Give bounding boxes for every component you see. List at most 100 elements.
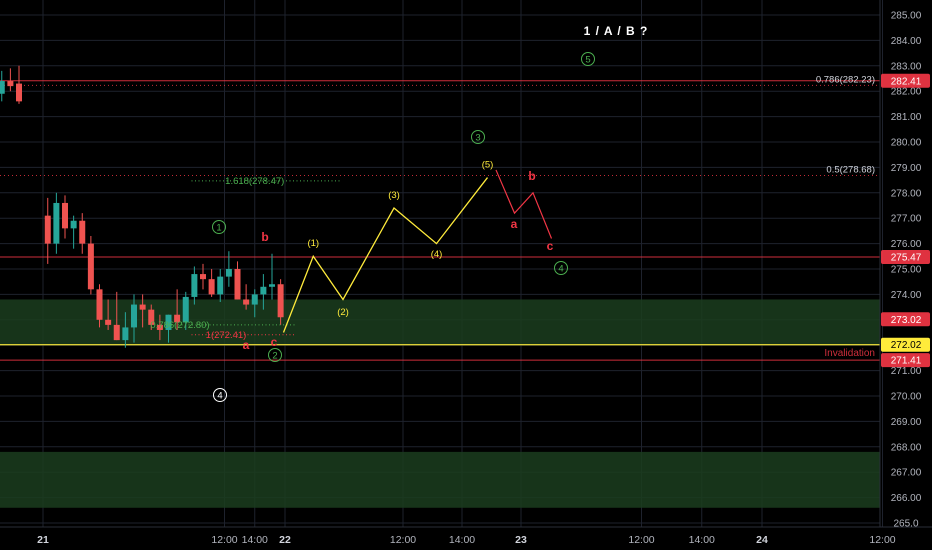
wave-count-label: 2 xyxy=(272,351,277,362)
y-tick-label: 265.0 xyxy=(893,519,918,530)
fib-level-label: 0.786(282.23) xyxy=(816,74,875,85)
wave-count-circle xyxy=(471,130,485,144)
wave-count-marker: 5 xyxy=(581,52,595,66)
invalidation-label: Invalidation xyxy=(824,348,875,359)
correction-path xyxy=(495,169,553,239)
candle-body xyxy=(148,309,155,325)
candle xyxy=(105,299,112,330)
wave-count-label: 4 xyxy=(558,264,563,275)
wave-count-marker: 3 xyxy=(471,130,485,144)
projection-wave-label: (4) xyxy=(431,249,443,260)
candle xyxy=(7,68,14,92)
candle-body xyxy=(225,269,232,277)
price-tag: 273.02 xyxy=(881,312,930,327)
y-tick-label: 277.00 xyxy=(891,214,922,225)
candle xyxy=(191,266,198,305)
candle xyxy=(200,263,206,290)
candle-body xyxy=(243,299,250,305)
y-tick-label: 267.00 xyxy=(891,468,922,479)
fib-level-label: 0.5(278.68) xyxy=(826,165,875,176)
x-tick-label: 12:00 xyxy=(211,534,237,546)
projection-path xyxy=(282,177,489,333)
candle-body xyxy=(208,279,215,295)
candle xyxy=(269,253,275,300)
chart-title: 1 / A / B ? xyxy=(584,24,649,38)
candle xyxy=(96,284,103,328)
price-tag-bg xyxy=(881,250,930,265)
candle-body xyxy=(96,289,103,320)
price-tag: 275.47 xyxy=(881,250,930,265)
candle-body xyxy=(217,276,224,295)
x-tick-label: 24 xyxy=(756,534,768,546)
projection-wave-label: (5) xyxy=(482,159,494,170)
wave-count-circle xyxy=(212,220,226,234)
candle-body xyxy=(182,296,189,323)
candle xyxy=(225,251,232,287)
wave-count-marker: 4 xyxy=(213,388,227,402)
candle xyxy=(79,213,86,254)
grid xyxy=(0,0,883,527)
wave-count-label: 4 xyxy=(217,391,222,402)
support-zone xyxy=(0,299,880,346)
candle-body xyxy=(200,274,206,280)
candle xyxy=(131,294,137,343)
candle-body xyxy=(234,269,241,300)
wave-count-label: 1 xyxy=(216,223,221,234)
candle xyxy=(139,294,146,328)
wave-count-label: 3 xyxy=(475,133,480,144)
price-tag: 282.41 xyxy=(881,73,930,88)
price-tag-label: 282.41 xyxy=(891,76,922,87)
candle xyxy=(87,235,94,295)
candle-body xyxy=(87,243,94,290)
support-zone xyxy=(0,451,880,508)
candle xyxy=(251,289,258,318)
candle-body xyxy=(70,220,77,229)
y-tick-label: 285.00 xyxy=(891,11,922,22)
candle xyxy=(44,197,51,264)
projection-wave-label: (1) xyxy=(307,238,319,249)
abc-label: a xyxy=(511,217,518,231)
candle-body xyxy=(122,327,129,341)
support-zones xyxy=(0,299,880,508)
candle-body xyxy=(16,83,22,102)
wave-count-marker: 2 xyxy=(268,348,282,362)
x-tick-label: 22 xyxy=(279,534,291,546)
price-tag-label: 271.41 xyxy=(891,356,922,367)
candle-body xyxy=(277,284,284,318)
candle-body xyxy=(0,81,5,94)
y-tick-label: 271.00 xyxy=(891,366,922,377)
candle xyxy=(243,284,250,310)
x-tick-label: 23 xyxy=(515,534,527,546)
price-tag-label: 273.02 xyxy=(891,315,922,326)
candle-body xyxy=(174,314,181,323)
wave-count-label: 5 xyxy=(585,55,590,66)
fib-label: 1(272.41) xyxy=(206,330,247,341)
price-tag-bg xyxy=(881,353,930,368)
candle xyxy=(16,65,22,104)
y-tick-label: 266.00 xyxy=(891,493,922,504)
y-tick-label: 278.00 xyxy=(891,188,922,199)
candle xyxy=(53,192,60,254)
abc-label: a xyxy=(243,338,250,352)
candle-body xyxy=(156,324,163,330)
price-tag-label: 275.47 xyxy=(891,253,922,264)
y-tick-label: 268.00 xyxy=(891,442,922,453)
candle-body xyxy=(269,284,275,287)
candle-body xyxy=(53,202,60,244)
candle xyxy=(0,70,5,102)
candle xyxy=(62,195,68,239)
y-tick-label: 274.00 xyxy=(891,290,922,301)
fib-label: 0.786(272.80) xyxy=(150,320,209,331)
candles xyxy=(0,65,284,348)
candle-body xyxy=(131,304,137,328)
candle xyxy=(148,304,155,330)
candle xyxy=(174,289,181,330)
x-tick-label: 14:00 xyxy=(242,534,268,546)
candle-body xyxy=(191,274,198,297)
projection-wave-label: (2) xyxy=(337,307,349,318)
y-tick-label: 275.00 xyxy=(891,265,922,276)
candle xyxy=(70,215,77,249)
candle xyxy=(217,269,224,303)
